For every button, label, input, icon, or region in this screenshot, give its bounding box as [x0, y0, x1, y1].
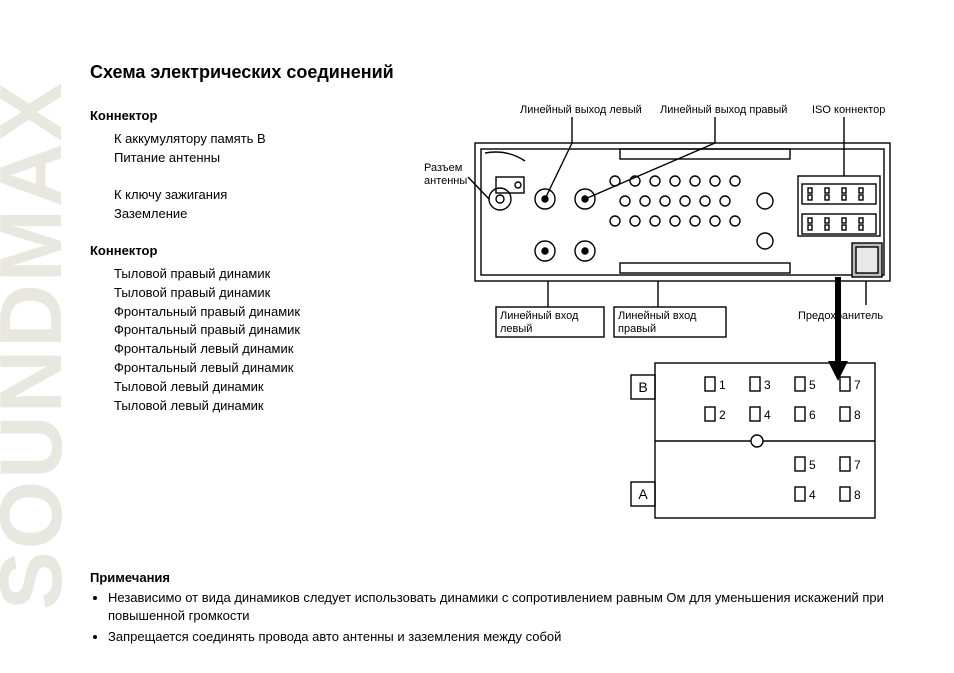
connector-a-line: Питание антенны — [114, 149, 380, 168]
note-item: Независимо от вида динамиков следует исп… — [108, 589, 920, 624]
svg-text:A: A — [638, 486, 648, 502]
svg-text:2: 2 — [719, 408, 726, 422]
svg-text:7: 7 — [854, 378, 861, 392]
svg-text:Разъемантенны: Разъемантенны — [424, 162, 467, 187]
connector-b-list: Тыловой правый динамикТыловой правый дин… — [114, 265, 380, 416]
svg-text:8: 8 — [854, 488, 861, 502]
connector-a-line — [114, 168, 380, 187]
connector-b-line: Фронтальный правый динамик — [114, 321, 380, 340]
svg-text:7: 7 — [854, 458, 861, 472]
connector-a-line: К аккумулятору память B — [114, 130, 380, 149]
svg-text:Линейный выход левый: Линейный выход левый — [520, 104, 642, 116]
connector-a-list: К аккумулятору память BПитание антенны К… — [114, 130, 380, 224]
connector-a-line: К ключу зажигания — [114, 186, 380, 205]
svg-text:Линейный входправый: Линейный входправый — [618, 310, 697, 335]
brand-watermark: SOUNDMAX — [0, 81, 82, 610]
page-content: Схема электрических соединений Коннектор… — [90, 62, 920, 650]
svg-text:Линейный входлевый: Линейный входлевый — [500, 310, 579, 335]
svg-text:ISO коннектор: ISO коннектор — [812, 104, 885, 116]
svg-text:6: 6 — [809, 408, 816, 422]
svg-text:3: 3 — [764, 378, 771, 392]
connector-b-line: Тыловой правый динамик — [114, 265, 380, 284]
connector-a-heading: Коннектор — [90, 107, 380, 126]
svg-text:4: 4 — [809, 488, 816, 502]
connector-b-line: Фронтальный левый динамик — [114, 359, 380, 378]
svg-text:5: 5 — [809, 458, 816, 472]
connector-b-heading: Коннектор — [90, 242, 380, 261]
svg-text:5: 5 — [809, 378, 816, 392]
notes-list: Независимо от вида динамиков следует исп… — [90, 589, 920, 646]
svg-text:8: 8 — [854, 408, 861, 422]
svg-text:B: B — [638, 379, 647, 395]
svg-text:4: 4 — [764, 408, 771, 422]
page-title: Схема электрических соединений — [90, 62, 920, 83]
svg-text:Линейный выход правый: Линейный выход правый — [660, 104, 787, 116]
connector-b-line: Тыловой левый динамик — [114, 378, 380, 397]
wiring-diagram: Линейный выход левый Линейный выход правы… — [400, 101, 920, 536]
connector-b-line: Тыловой правый динамик — [114, 284, 380, 303]
connector-b-line: Фронтальный левый динамик — [114, 340, 380, 359]
connector-b-line: Тыловой левый динамик — [114, 397, 380, 416]
notes-heading: Примечания — [90, 570, 920, 585]
note-item: Запрещается соединять провода авто антен… — [108, 628, 920, 646]
connector-b-line: Фронтальный правый динамик — [114, 303, 380, 322]
connector-a-line: Заземление — [114, 205, 380, 224]
svg-text:1: 1 — [719, 378, 726, 392]
